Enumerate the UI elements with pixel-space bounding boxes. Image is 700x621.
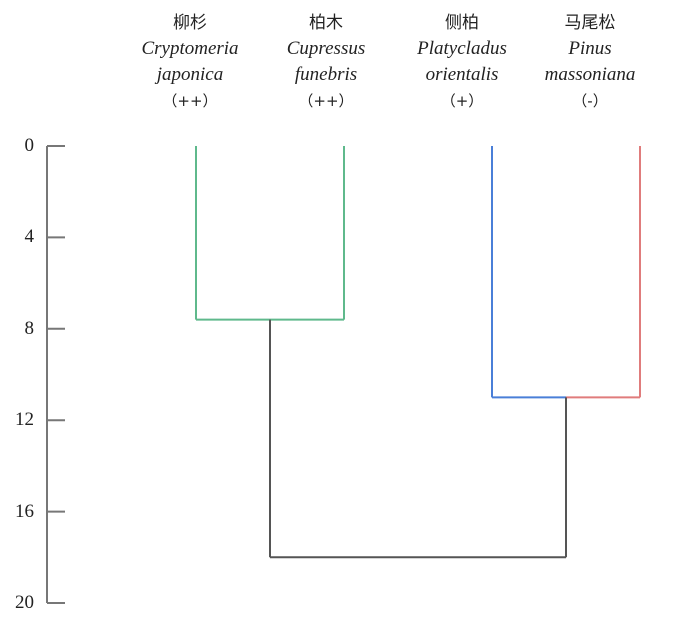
leaf-label-cn: 马尾松 bbox=[564, 13, 616, 33]
leaf-label: 柳杉 Cryptomeria japonica （++） bbox=[120, 10, 260, 114]
y-tick-label: 4 bbox=[24, 226, 35, 248]
leaf-label-latin1: Cupressus bbox=[286, 38, 366, 59]
leaf-label: 马尾松 Pinus massoniana （-） bbox=[520, 10, 660, 114]
leaf-label-cn: 侧柏 bbox=[445, 13, 479, 33]
leaf-label-sig: （++） bbox=[298, 92, 354, 110]
leaf-label: 侧柏 Platycladus orientalis （+） bbox=[392, 10, 532, 114]
leaf-label-sig: （++） bbox=[162, 92, 218, 110]
leaf-label-cn: 柏木 bbox=[309, 13, 343, 33]
leaf-label-latin1: Cryptomeria bbox=[141, 38, 239, 59]
y-tick-label: 8 bbox=[24, 317, 35, 339]
leaf-label-latin2: massoniana bbox=[544, 64, 636, 85]
leaf-label-sig: （-） bbox=[572, 92, 608, 110]
y-tick-label: 12 bbox=[15, 409, 34, 431]
y-tick-label: 16 bbox=[15, 500, 34, 522]
leaf-label-latin2: japonica bbox=[156, 64, 224, 85]
y-tick-label: 0 bbox=[24, 135, 35, 156]
leaf-label-latin1: Pinus bbox=[568, 38, 612, 59]
leaf-label-latin1: Platycladus bbox=[417, 38, 507, 59]
leaf-label-cn: 柳杉 bbox=[173, 13, 207, 33]
leaf-label-sig: （+） bbox=[440, 92, 484, 110]
leaf-label-latin2: orientalis bbox=[425, 64, 499, 85]
leaf-label: 柏木 Cupressus funebris （++） bbox=[256, 10, 396, 114]
y-tick-label: 20 bbox=[15, 592, 34, 613]
leaf-label-latin2: funebris bbox=[294, 64, 358, 85]
